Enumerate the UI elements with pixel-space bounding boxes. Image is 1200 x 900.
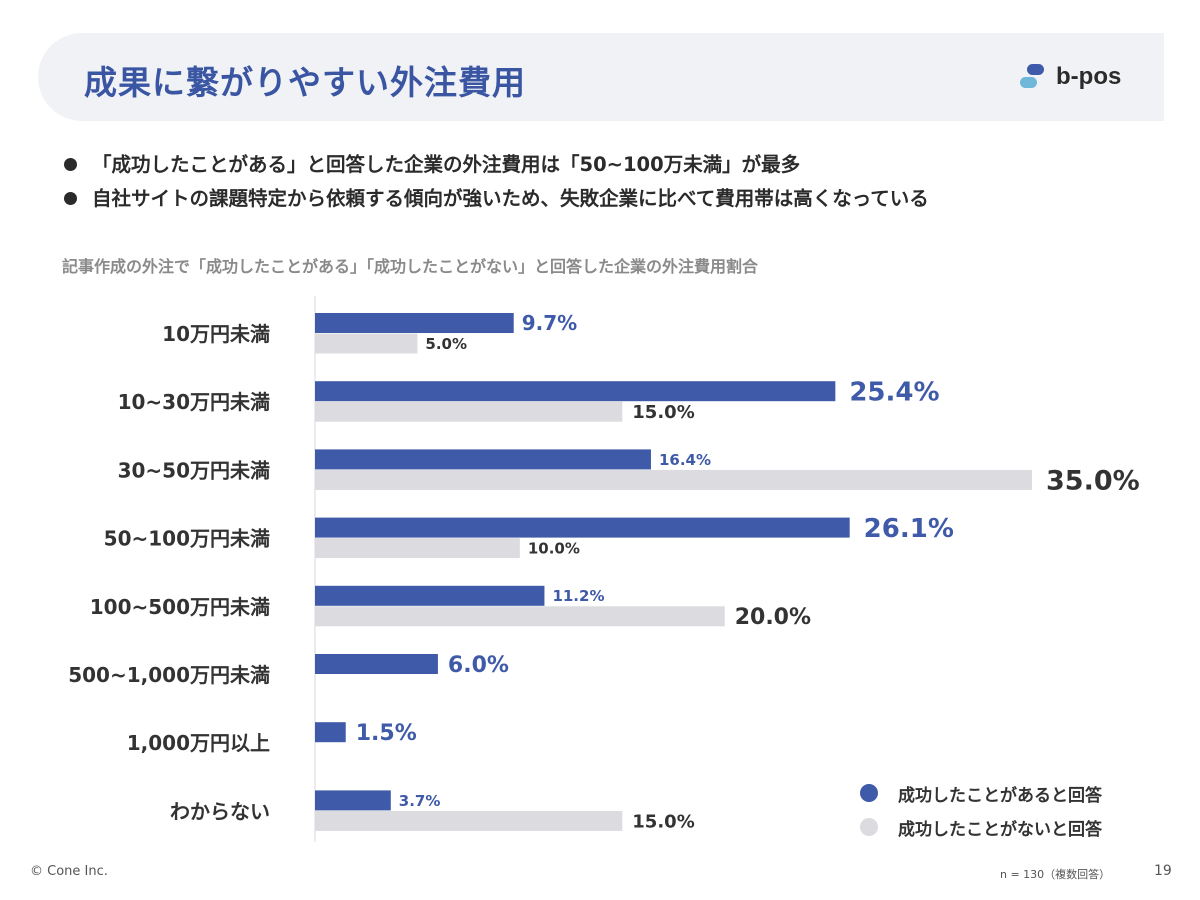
bar-failure xyxy=(315,469,1032,490)
value-label-success: 1.5% xyxy=(356,721,417,746)
value-label-failure: 20.0% xyxy=(735,605,811,630)
b-pos-logo-icon xyxy=(1020,64,1044,88)
value-label-success: 25.4% xyxy=(849,378,939,408)
value-label-failure: 10.0% xyxy=(528,540,580,558)
value-label-success: 9.7% xyxy=(522,311,577,335)
legend: 成功したことがあると回答 成功したことがないと回答 xyxy=(860,776,1102,844)
bar-failure xyxy=(315,333,418,354)
value-label-failure: 35.0% xyxy=(1046,466,1140,497)
value-label-success: 16.4% xyxy=(659,451,711,469)
bar-failure xyxy=(315,401,623,422)
legend-item-success: 成功したことがあると回答 xyxy=(860,776,1102,810)
summary-bullets: 「成功したことがある」と回答した企業の外注費用は「50~100万未満」が最多 自… xyxy=(62,148,929,216)
bar-failure xyxy=(315,810,623,831)
category-label: 30~50万円未満 xyxy=(118,458,270,482)
bar-success xyxy=(315,654,438,674)
value-label-success: 11.2% xyxy=(552,587,604,605)
copyright: © Cone Inc. xyxy=(30,864,108,879)
category-label: 50~100万円未満 xyxy=(104,527,270,551)
value-label-failure: 5.0% xyxy=(425,335,467,353)
legend-swatch-failure xyxy=(860,818,878,836)
bar-failure xyxy=(315,538,520,559)
legend-label: 成功したことがあると回答 xyxy=(898,785,1102,806)
bar-success xyxy=(315,722,346,743)
page-number: 19 xyxy=(1154,863,1172,879)
bar-success xyxy=(315,585,545,606)
category-label: 1,000万円以上 xyxy=(127,731,270,755)
legend-item-failure: 成功したことがないと回答 xyxy=(860,810,1102,844)
category-label: 10~30万円未満 xyxy=(118,390,270,414)
bullet-item: 「成功したことがある」と回答した企業の外注費用は「50~100万未満」が最多 xyxy=(62,148,929,182)
bar-failure xyxy=(315,606,725,627)
category-label: 100~500万円未満 xyxy=(90,595,270,619)
category-label: 10万円未満 xyxy=(162,322,270,346)
category-label: 500~1,000万円未満 xyxy=(68,663,270,687)
bar-success xyxy=(315,449,651,470)
logo: b-pos xyxy=(1018,60,1121,94)
sample-note: n = 130（複数回答） xyxy=(1000,868,1111,881)
bar-success xyxy=(315,381,836,402)
legend-label: 成功したことがないと回答 xyxy=(898,819,1102,840)
header-band xyxy=(38,33,1164,121)
value-label-success: 6.0% xyxy=(448,653,509,678)
value-label-failure: 15.0% xyxy=(632,402,694,423)
bar-success xyxy=(315,517,850,538)
category-label: わからない xyxy=(170,799,270,823)
value-label-failure: 15.0% xyxy=(632,811,694,832)
value-label-success: 3.7% xyxy=(399,792,441,810)
value-label-success: 26.1% xyxy=(864,514,954,544)
page-title: 成果に繋がりやすい外注費用 xyxy=(84,63,526,102)
chart-title: 記事作成の外注で「成功したことがある」「成功したことがない」と回答した企業の外注… xyxy=(62,257,759,276)
logo-text: b-pos xyxy=(1056,63,1122,90)
bar-success xyxy=(315,313,514,333)
bar-success xyxy=(315,790,391,811)
legend-swatch-success xyxy=(860,784,878,802)
bullet-item: 自社サイトの課題特定から依頼する傾向が強いため、失敗企業に比べて費用帯は高くなっ… xyxy=(62,182,929,216)
